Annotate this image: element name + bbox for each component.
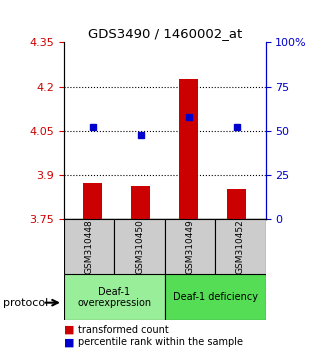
Text: Deaf-1 deficiency: Deaf-1 deficiency [173,292,258,302]
Text: Deaf-1
overexpression: Deaf-1 overexpression [77,286,151,308]
Bar [165,274,266,320]
Bar [227,189,246,219]
Text: GSM310452: GSM310452 [236,219,245,274]
Bar [131,185,150,219]
Text: ■: ■ [64,337,75,347]
Bar [64,274,165,320]
Text: GSM310450: GSM310450 [135,219,144,274]
Text: transformed count: transformed count [78,325,169,335]
Text: GSM310449: GSM310449 [186,219,195,274]
Text: GSM310448: GSM310448 [85,219,94,274]
Bar [83,183,102,219]
Text: percentile rank within the sample: percentile rank within the sample [78,337,244,347]
Title: GDS3490 / 1460002_at: GDS3490 / 1460002_at [88,27,242,40]
Text: protocol: protocol [3,298,48,308]
Bar [215,219,266,274]
Bar [165,219,215,274]
Text: ■: ■ [64,325,75,335]
Bar [179,79,198,219]
Bar [115,219,165,274]
Bar [64,219,115,274]
